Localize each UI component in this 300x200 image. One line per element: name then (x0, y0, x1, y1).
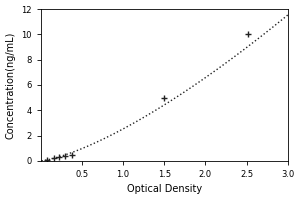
Y-axis label: Concentration(ng/mL): Concentration(ng/mL) (6, 31, 16, 139)
X-axis label: Optical Density: Optical Density (127, 184, 202, 194)
